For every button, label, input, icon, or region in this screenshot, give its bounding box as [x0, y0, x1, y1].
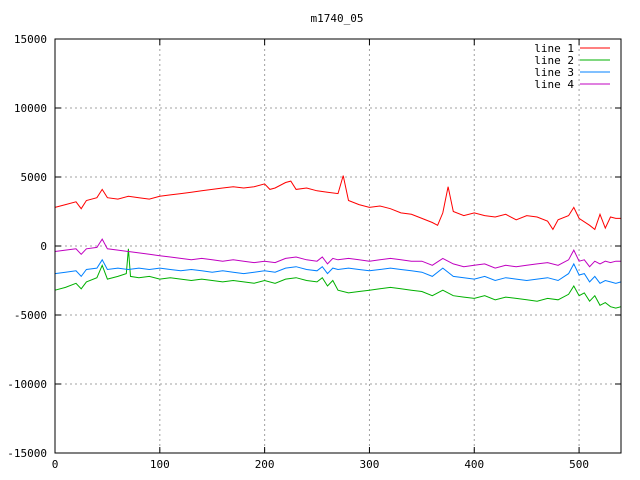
legend-entry-label: line 2 [534, 54, 574, 67]
legend-entry-label: line 3 [534, 66, 574, 79]
y-tick-label: -10000 [7, 378, 47, 391]
legend-entry-label: line 1 [534, 42, 574, 55]
x-axis-tick-labels: 0 100 200 300 400 500 [52, 458, 589, 471]
x-tick-label: 0 [52, 458, 59, 471]
x-tick-label: 300 [360, 458, 380, 471]
series-line-2 [54, 248, 622, 309]
x-tick-label: 100 [150, 458, 170, 471]
chart-title: m1740_05 [311, 12, 364, 25]
series-lines [54, 175, 622, 309]
grid [55, 39, 621, 453]
y-tick-label: 5000 [21, 171, 48, 184]
y-tick-label: 0 [40, 240, 47, 253]
axis-ticks [54, 38, 621, 454]
series-line-3 [54, 258, 622, 284]
series-line-4 [54, 238, 621, 269]
y-tick-label: -15000 [7, 447, 47, 460]
x-tick-label: 200 [255, 458, 275, 471]
x-tick-label: 500 [569, 458, 589, 471]
x-tick-label: 400 [464, 458, 484, 471]
y-tick-label: -5000 [14, 309, 47, 322]
y-tick-label: 15000 [14, 33, 47, 46]
series-line-1 [54, 175, 621, 231]
y-tick-label: 10000 [14, 102, 47, 115]
legend-entry-label: line 4 [534, 78, 574, 91]
y-axis-tick-labels: -15000 -10000 -5000 0 5000 10000 15000 [7, 33, 47, 460]
